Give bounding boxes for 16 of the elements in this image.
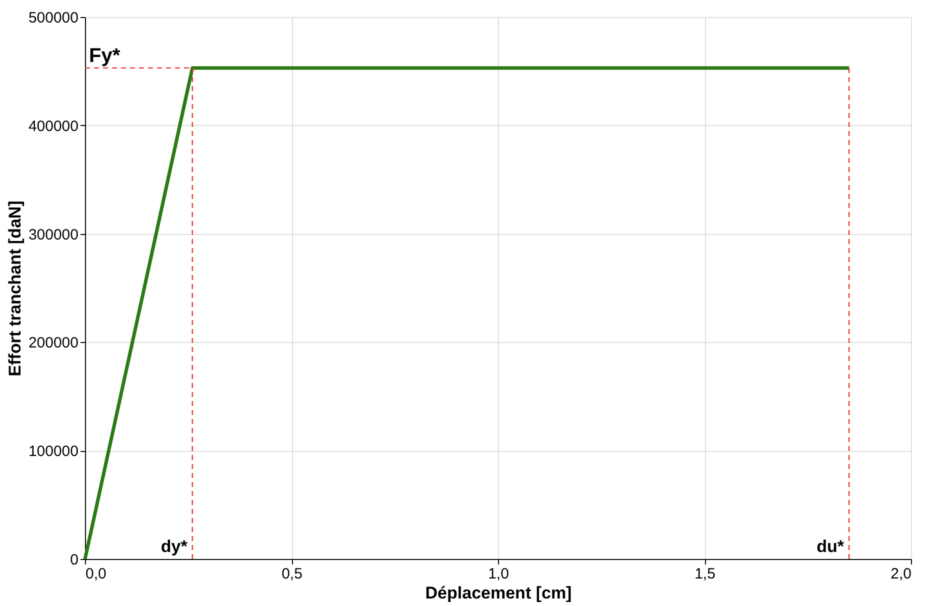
y-tick-label: 400000 [28,118,78,135]
y-tick-label: 200000 [28,334,78,352]
x-axis-title: Déplacement [cm] [425,584,572,602]
y-tick-label: 100000 [28,443,78,460]
x-tick-label: 1,0 [488,566,509,582]
x-tick-label: 1,5 [694,566,716,582]
y-tick-label: 300000 [28,226,78,244]
ref-line-label: dy* [160,537,188,556]
x-tick-label: 0,5 [282,566,302,582]
y-tick-label: 500000 [28,10,78,26]
y-axis-title: Effort tranchant [daN] [5,200,24,376]
y-tick-label: 0 [70,552,78,568]
ref-line-label: du* [816,537,844,556]
ref-line-label: Fy* [89,44,120,67]
x-tick-label: 0,0 [86,566,106,582]
x-tick-label: 2,0 [890,566,912,582]
